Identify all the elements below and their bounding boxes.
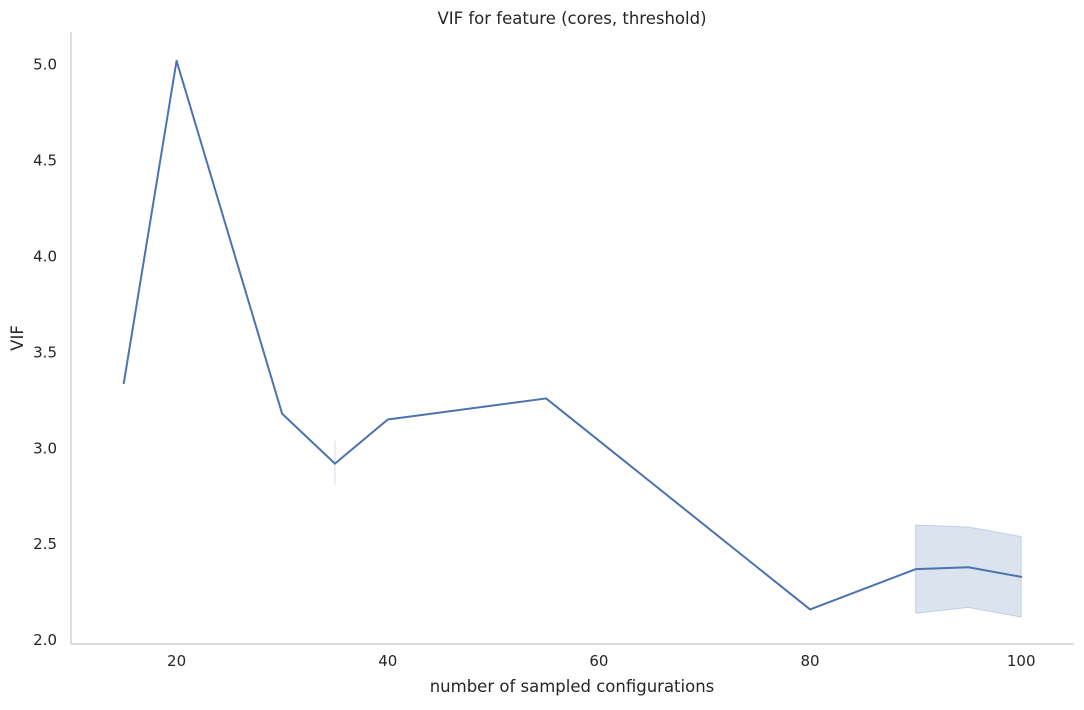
x-tick-label: 100 bbox=[1007, 652, 1036, 670]
y-tick-label: 3.0 bbox=[33, 439, 57, 457]
chart-title: VIF for feature (cores, threshold) bbox=[437, 9, 706, 28]
x-axis-label: number of sampled configurations bbox=[430, 677, 715, 696]
x-tick-label: 40 bbox=[378, 652, 397, 670]
data-point bbox=[809, 608, 811, 610]
y-tick-label: 2.5 bbox=[33, 535, 57, 553]
y-tick-label: 4.5 bbox=[33, 152, 57, 170]
y-tick-label: 5.0 bbox=[33, 56, 57, 74]
plot-area: 20 40 60 80 100 2.0 2.5 3.0 3.5 4.0 4.5 5.0 bbox=[33, 32, 1074, 670]
data-point bbox=[387, 419, 389, 421]
y-tick-label: 4.0 bbox=[33, 247, 57, 265]
x-tick-label: 80 bbox=[801, 652, 820, 670]
confidence-interval-band bbox=[915, 524, 1022, 618]
data-point bbox=[334, 463, 336, 465]
y-tick-label: 2.0 bbox=[33, 631, 57, 649]
data-point bbox=[967, 566, 969, 568]
data-point bbox=[281, 413, 283, 415]
data-point bbox=[1020, 576, 1022, 578]
series-line-0 bbox=[122, 59, 1023, 611]
data-point bbox=[545, 397, 547, 399]
data-point bbox=[915, 568, 917, 570]
y-axis-label: VIF bbox=[8, 325, 27, 351]
data-point bbox=[176, 60, 178, 62]
x-tick-label: 20 bbox=[167, 652, 186, 670]
x-tick-label: 60 bbox=[589, 652, 608, 670]
y-tick-label: 3.5 bbox=[33, 343, 57, 361]
data-point bbox=[123, 382, 125, 384]
